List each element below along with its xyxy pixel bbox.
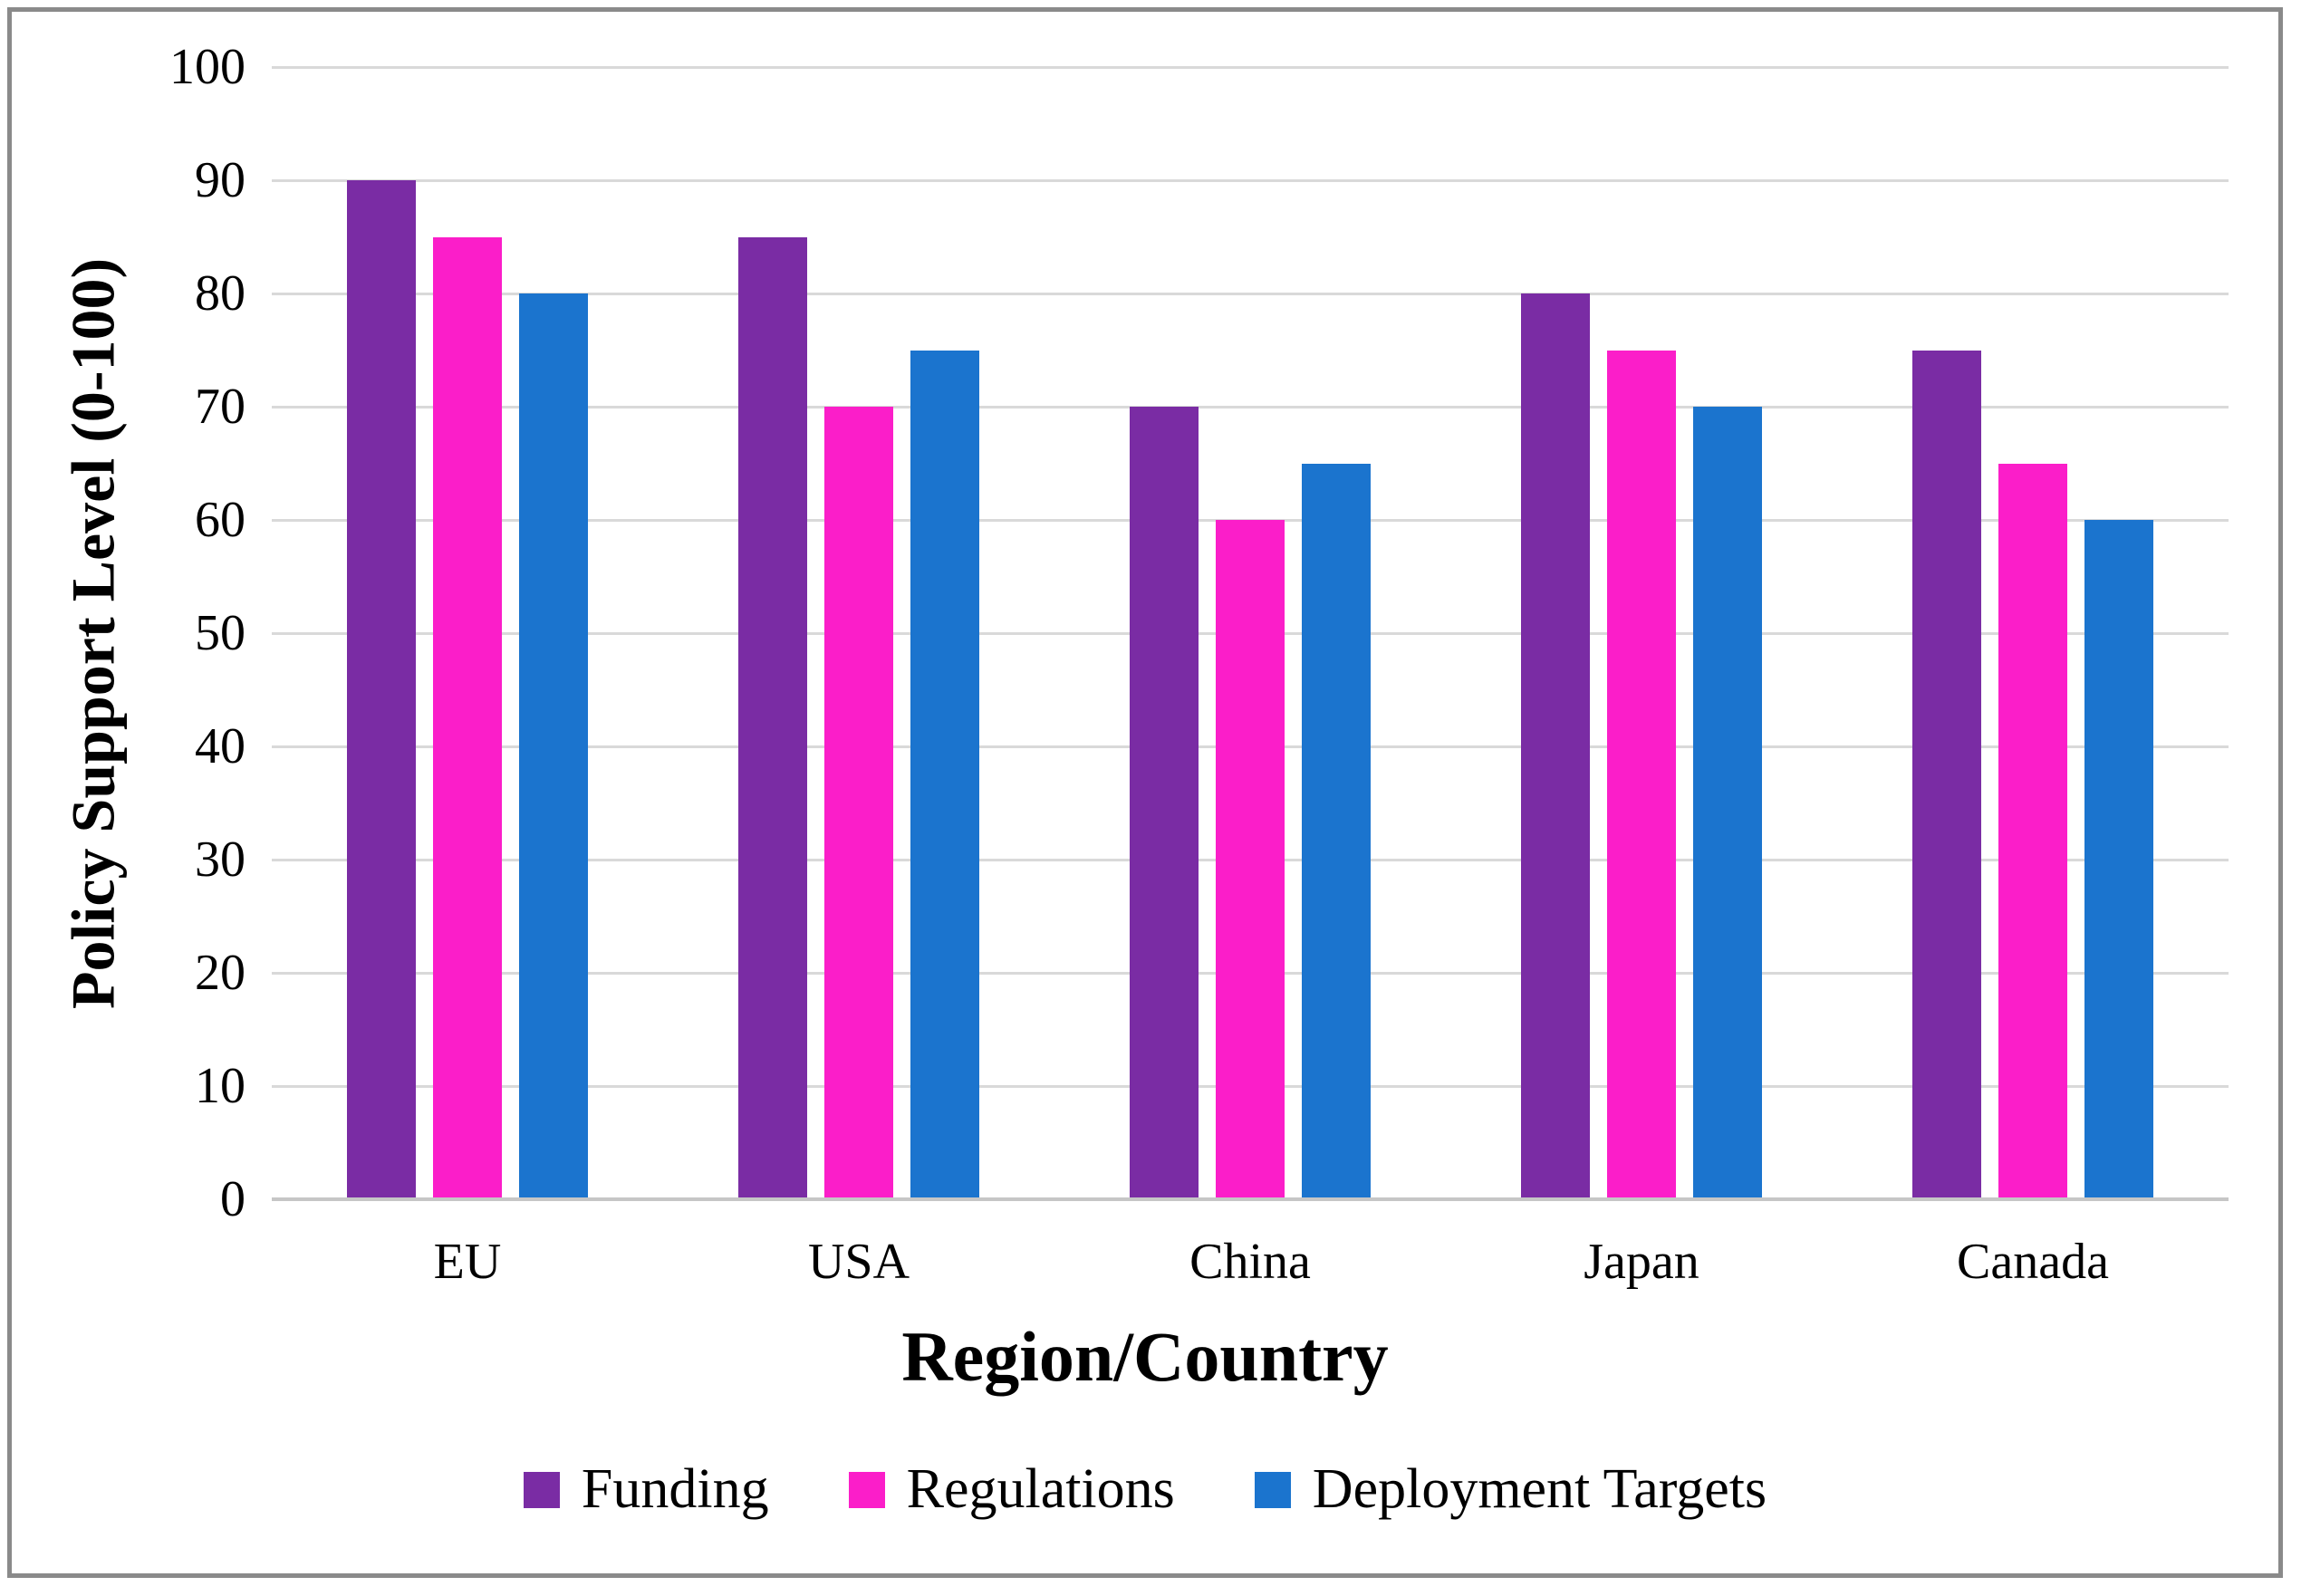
y-tick-label-50: 50: [195, 605, 246, 661]
x-axis-line: [272, 1197, 2229, 1201]
legend-swatch-deployment-targets: [1254, 1471, 1291, 1508]
gridline-80: [272, 292, 2229, 295]
bar-regulations-usa: [824, 407, 893, 1199]
bar-regulations-china: [1216, 520, 1285, 1199]
x-tick-label-japan: Japan: [1584, 1234, 1699, 1290]
legend-item-deployment-targets: Deployment Targets: [1254, 1457, 1767, 1522]
x-tick-label-china: China: [1189, 1234, 1311, 1290]
y-tick-label-40: 40: [195, 718, 246, 774]
bar-group-canada: [1837, 67, 2229, 1199]
x-axis-title: Region/Country: [901, 1317, 1389, 1396]
bar-funding-canada: [1912, 350, 1981, 1199]
legend-item-regulations: Regulations: [848, 1457, 1175, 1522]
bars: [272, 67, 2229, 1199]
legend-label-deployment-targets: Deployment Targets: [1312, 1458, 1767, 1520]
bar-group-china: [1054, 67, 1446, 1199]
bar-deployment-targets-china: [1302, 463, 1371, 1199]
x-tick-label-canada: Canada: [1957, 1234, 2109, 1290]
bar-deployment-targets-canada: [2084, 520, 2153, 1199]
y-tick-label-0: 0: [220, 1171, 246, 1227]
bar-group-usa: [663, 67, 1054, 1199]
gridline-70: [272, 405, 2229, 409]
legend-swatch-funding: [523, 1471, 560, 1508]
legend-swatch-regulations: [848, 1471, 885, 1508]
bar-deployment-targets-japan: [1693, 407, 1762, 1199]
bar-group-eu: [272, 67, 663, 1199]
y-tick-label-80: 80: [195, 265, 246, 322]
bar-regulations-eu: [433, 236, 502, 1199]
bar-deployment-targets-eu: [519, 293, 588, 1199]
legend: Funding Regulations Deployment Targets: [12, 1457, 2278, 1522]
y-tick-label-70: 70: [195, 379, 246, 435]
x-axis-tick-labels: EU USA China Japan Canada: [272, 1233, 2229, 1291]
y-tick-label-60: 60: [195, 492, 246, 548]
y-tick-label-30: 30: [195, 832, 246, 888]
bar-funding-usa: [738, 236, 807, 1199]
bar-group-japan: [1446, 67, 1837, 1199]
x-tick-label-usa: USA: [807, 1234, 910, 1290]
bar-regulations-canada: [1998, 463, 2067, 1199]
y-tick-label-100: 100: [169, 39, 246, 95]
legend-label-regulations: Regulations: [906, 1458, 1175, 1520]
legend-label-funding: Funding: [581, 1458, 769, 1520]
y-tick-label-20: 20: [195, 945, 246, 1001]
bar-funding-eu: [347, 180, 416, 1199]
bar-deployment-targets-usa: [910, 350, 979, 1199]
gridline-90: [272, 178, 2229, 182]
legend-item-funding: Funding: [523, 1457, 769, 1522]
bar-regulations-japan: [1607, 350, 1676, 1199]
chart-frame: Policy Support Level (0-100) 0 10 20 30 40 50…: [7, 7, 2283, 1578]
x-tick-label-eu: EU: [433, 1234, 502, 1290]
bar-funding-japan: [1521, 293, 1590, 1199]
y-tick-label-90: 90: [195, 152, 246, 208]
bar-funding-china: [1130, 407, 1199, 1199]
gridline-100: [272, 65, 2229, 69]
y-tick-label-10: 10: [195, 1058, 246, 1114]
plot-area: [272, 65, 2229, 1201]
